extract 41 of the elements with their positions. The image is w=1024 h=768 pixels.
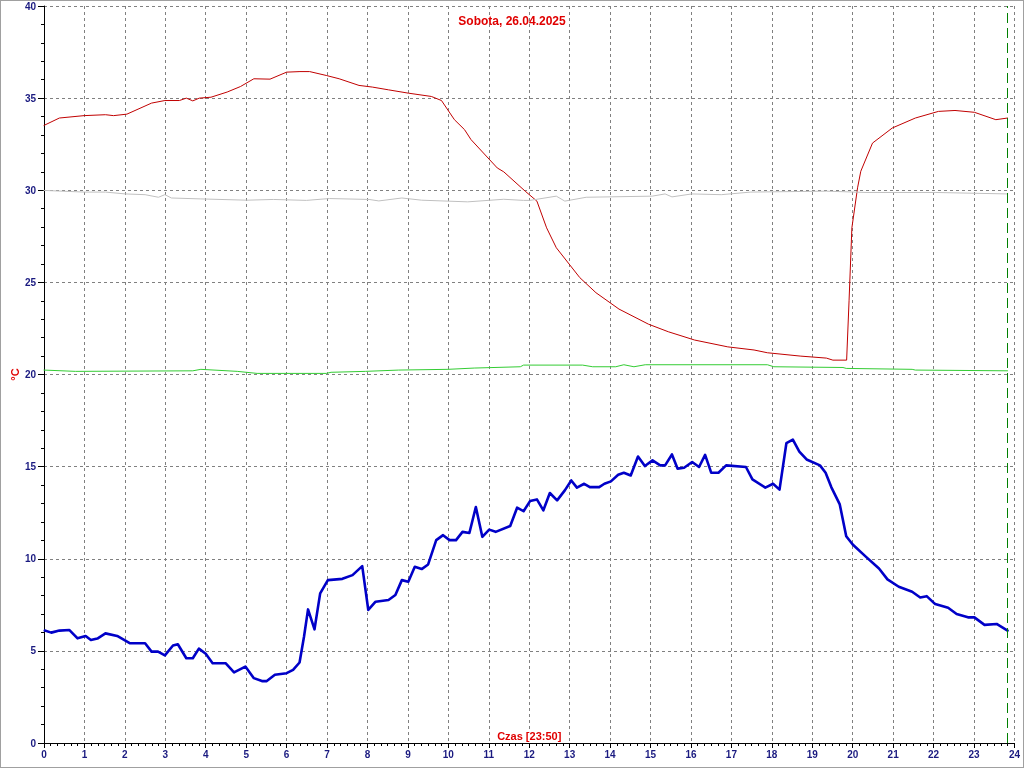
x-tick-label: 7 xyxy=(324,748,331,760)
x-tick-label: 3 xyxy=(162,748,169,760)
x-tick-label: 24 xyxy=(1008,748,1021,760)
x-tick-label: 20 xyxy=(847,748,859,760)
x-tick-label: 12 xyxy=(523,748,536,760)
x-tick-label: 19 xyxy=(806,748,819,760)
x-tick-label: 21 xyxy=(887,748,900,760)
line-series xyxy=(43,189,1009,203)
x-axis-title: Czas [23:50] xyxy=(497,729,562,742)
x-tick-label: 0 xyxy=(41,748,48,760)
y-tick-label: 30 xyxy=(24,184,37,196)
x-tick-label: 2 xyxy=(122,748,129,760)
x-tick-label: 22 xyxy=(928,748,940,760)
x-tick-label: 11 xyxy=(483,748,495,760)
x-tick-label: 14 xyxy=(604,748,617,760)
x-tick-label: 8 xyxy=(364,748,371,760)
text: Sobota, 26.04.2025 xyxy=(458,14,567,28)
line-series xyxy=(43,364,1009,374)
x-tick-label: 23 xyxy=(968,748,980,760)
x-tick-label: 15 xyxy=(644,748,657,760)
y-tick-label: 10 xyxy=(24,553,37,565)
x-tick-label: 1 xyxy=(81,748,88,760)
y-tick-label: 15 xyxy=(24,461,37,473)
x-tick-label: 16 xyxy=(685,748,697,760)
y-tick-label: 40 xyxy=(24,0,37,12)
y-tick-label: 35 xyxy=(24,92,37,104)
y-tick-label: 0 xyxy=(30,737,37,749)
y-axis-title: °C xyxy=(8,368,21,381)
x-tick-label: 13 xyxy=(564,748,576,760)
x-tick-label: 6 xyxy=(283,748,290,760)
y-tick-label: 25 xyxy=(24,276,37,288)
x-tick-label: 4 xyxy=(202,748,209,760)
x-tick-label: 5 xyxy=(243,748,250,760)
x-tick-label: 17 xyxy=(725,748,738,760)
line-series xyxy=(43,71,1009,361)
line-series xyxy=(43,438,1009,683)
x-tick-label: 18 xyxy=(766,748,778,760)
y-tick-label: 20 xyxy=(24,369,37,380)
y-tick-label: 5 xyxy=(30,645,37,657)
x-tick-label: 10 xyxy=(442,748,455,760)
x-tick-label: 9 xyxy=(405,748,412,760)
